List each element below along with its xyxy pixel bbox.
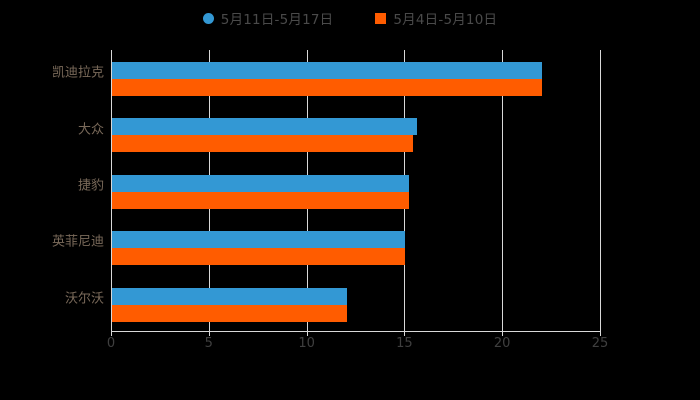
x-axis-label: 15 xyxy=(396,336,413,351)
y-axis-label: 捷豹 xyxy=(77,178,104,194)
x-axis-tick xyxy=(404,332,406,336)
bar-0[interactable] xyxy=(112,174,410,192)
bar-1[interactable] xyxy=(112,79,543,96)
legend-label-series-1: 5月4日-5月10日 xyxy=(393,12,498,28)
bar-0[interactable] xyxy=(112,62,543,79)
x-axis-label: 10 xyxy=(298,336,315,351)
legend-item-series-0[interactable]: 5月11日-5月17日 xyxy=(202,8,334,28)
bar-0[interactable] xyxy=(112,287,347,305)
x-axis-tick xyxy=(208,332,210,336)
y-axis-category-labels: 凯迪拉克大众捷豹英菲尼迪沃尔沃 xyxy=(0,50,104,332)
y-axis-label: 大众 xyxy=(77,122,104,138)
y-axis-line xyxy=(111,50,112,332)
x-axis-tick xyxy=(502,332,504,336)
x-axis-label: 25 xyxy=(591,336,609,351)
x-axis-tick xyxy=(111,332,112,336)
plot-area xyxy=(111,50,601,332)
x-axis-label: 5 xyxy=(204,336,213,351)
y-axis-label: 英菲尼迪 xyxy=(51,234,104,250)
bar-0[interactable] xyxy=(112,231,406,249)
bar-1[interactable] xyxy=(112,304,347,322)
bar-1[interactable] xyxy=(112,135,414,153)
bar-0[interactable] xyxy=(112,118,418,136)
legend-label-series-0: 5月11日-5月17日 xyxy=(220,12,334,28)
x-axis-tick-labels: 0 5 10 15 20 25 xyxy=(107,332,608,358)
x-axis-label: 0 xyxy=(106,336,116,351)
gridline-x-25 xyxy=(600,50,601,332)
y-axis-label: 沃尔沃 xyxy=(64,291,104,307)
x-axis-tick xyxy=(600,332,601,336)
y-axis-label: 凯迪拉克 xyxy=(51,65,104,81)
chart-legend: 5月11日-5月17日 5月4日-5月10日 xyxy=(0,8,700,28)
x-axis-label: 20 xyxy=(493,336,511,351)
gridline-x-20 xyxy=(502,50,504,332)
bar-1[interactable] xyxy=(112,191,410,209)
legend-item-series-1[interactable]: 5月4日-5月10日 xyxy=(375,8,497,28)
bar-1[interactable] xyxy=(112,248,406,266)
circle-marker-icon xyxy=(202,12,214,24)
square-marker-icon xyxy=(375,12,387,24)
x-axis-line xyxy=(111,331,600,332)
x-axis-tick xyxy=(306,332,308,336)
